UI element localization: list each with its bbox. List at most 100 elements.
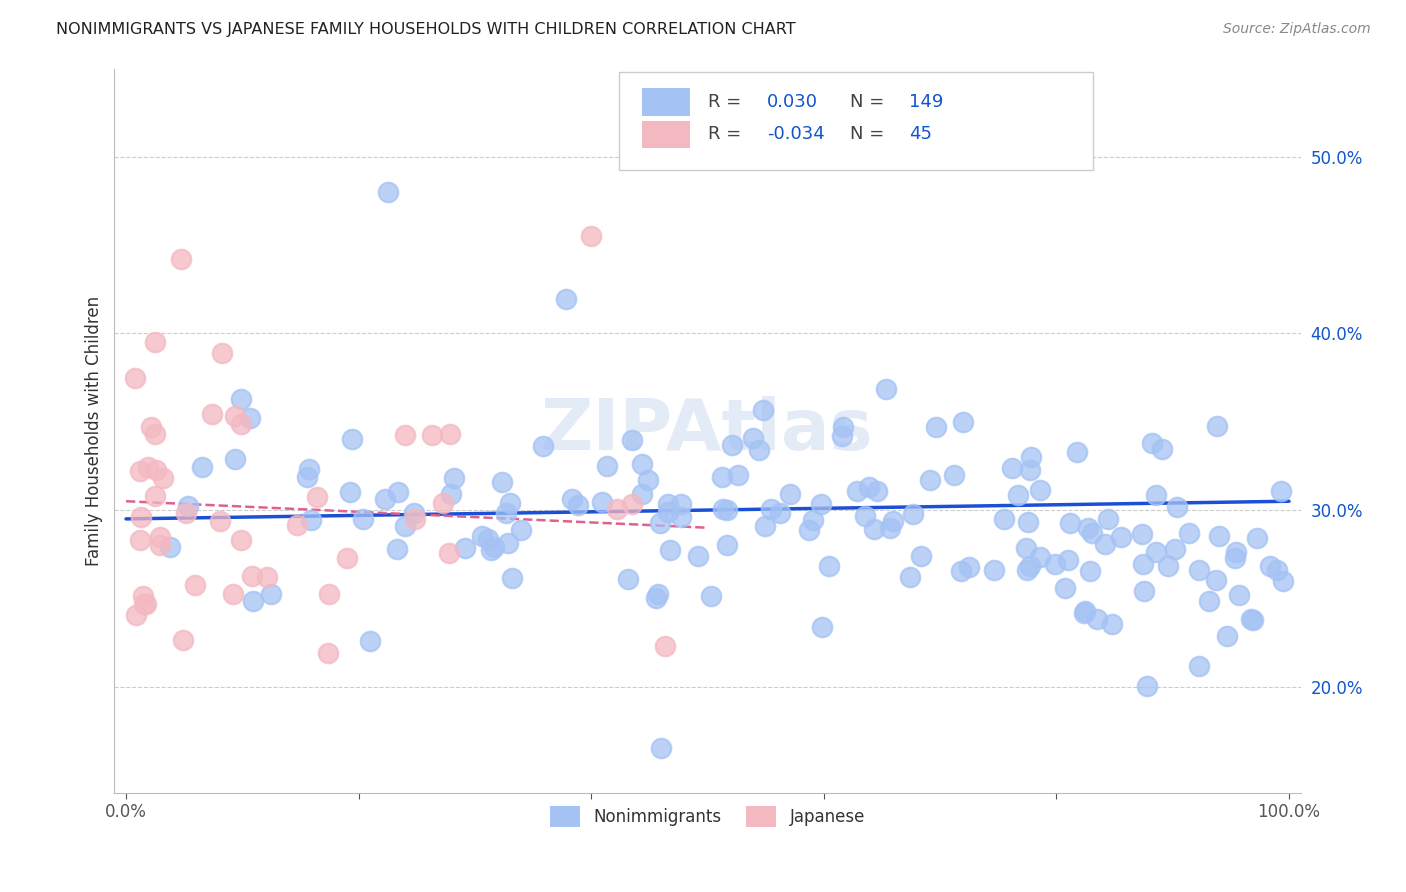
Point <box>531 439 554 453</box>
Point <box>454 541 477 555</box>
Point <box>439 427 461 442</box>
Point <box>617 572 640 586</box>
Point <box>443 471 465 485</box>
Point <box>208 514 231 528</box>
Text: NONIMMIGRANTS VS JAPANESE FAMILY HOUSEHOLDS WITH CHILDREN CORRELATION CHART: NONIMMIGRANTS VS JAPANESE FAMILY HOUSEHO… <box>56 22 796 37</box>
Text: N =: N = <box>849 93 884 111</box>
Point <box>432 496 454 510</box>
Point <box>606 501 628 516</box>
Point <box>858 480 880 494</box>
Point <box>477 533 499 547</box>
Point <box>170 252 193 266</box>
Point <box>658 543 681 558</box>
FancyBboxPatch shape <box>643 88 690 116</box>
Point <box>242 594 264 608</box>
Point <box>143 489 166 503</box>
Point <box>1140 436 1163 450</box>
Point <box>191 459 214 474</box>
Point <box>222 587 245 601</box>
Point <box>336 550 359 565</box>
Point <box>1133 584 1156 599</box>
Point <box>657 505 679 519</box>
Point <box>754 519 776 533</box>
Point <box>1205 573 1227 587</box>
Point <box>285 518 308 533</box>
Point <box>1188 563 1211 577</box>
Point <box>224 409 246 423</box>
Point <box>561 491 583 506</box>
Point <box>129 533 152 547</box>
Point <box>554 292 576 306</box>
Point <box>650 741 672 756</box>
Point <box>1130 527 1153 541</box>
Point <box>1225 545 1247 559</box>
Point <box>1144 545 1167 559</box>
Point <box>1077 521 1099 535</box>
Point <box>1001 460 1024 475</box>
Point <box>1017 515 1039 529</box>
Point <box>801 513 824 527</box>
Point <box>621 497 644 511</box>
Point <box>124 370 146 384</box>
Point <box>769 506 792 520</box>
Point <box>499 496 522 510</box>
Point <box>1078 564 1101 578</box>
Point <box>422 428 444 442</box>
Point <box>925 420 948 434</box>
Point <box>316 646 339 660</box>
Point <box>374 491 396 506</box>
Point <box>1208 528 1230 542</box>
FancyBboxPatch shape <box>619 72 1092 169</box>
Point <box>1227 588 1250 602</box>
Point <box>135 597 157 611</box>
Point <box>143 335 166 350</box>
Point <box>1164 542 1187 557</box>
Point <box>176 499 198 513</box>
Point <box>1097 512 1119 526</box>
Point <box>817 559 839 574</box>
Point <box>1157 559 1180 574</box>
Text: R =: R = <box>707 126 741 144</box>
Point <box>721 438 744 452</box>
Point <box>145 463 167 477</box>
Point <box>637 474 659 488</box>
Point <box>1019 450 1042 465</box>
Point <box>1246 532 1268 546</box>
Point <box>875 383 897 397</box>
Point <box>1059 516 1081 531</box>
Point <box>1205 419 1227 434</box>
Point <box>700 589 723 603</box>
Point <box>339 485 361 500</box>
Point <box>342 433 364 447</box>
Point <box>1272 574 1295 588</box>
Point <box>183 578 205 592</box>
Point <box>149 530 172 544</box>
Point <box>845 483 868 498</box>
Point <box>231 392 253 406</box>
Point <box>711 501 734 516</box>
Point <box>143 426 166 441</box>
Point <box>621 433 644 447</box>
Point <box>318 587 340 601</box>
Point <box>498 535 520 549</box>
Point <box>394 518 416 533</box>
Point <box>159 541 181 555</box>
Point <box>1270 483 1292 498</box>
Point <box>1073 606 1095 620</box>
Point <box>149 539 172 553</box>
Text: Source: ZipAtlas.com: Source: ZipAtlas.com <box>1223 22 1371 37</box>
Point <box>647 587 669 601</box>
Point <box>716 538 738 552</box>
Point <box>260 587 283 601</box>
Point <box>305 490 328 504</box>
Point <box>239 411 262 425</box>
Point <box>495 506 517 520</box>
Point <box>437 546 460 560</box>
Point <box>1045 557 1067 571</box>
Text: R =: R = <box>707 93 741 111</box>
Point <box>1188 659 1211 673</box>
Point <box>298 461 321 475</box>
Point <box>631 487 654 501</box>
Point <box>853 508 876 523</box>
Point <box>139 420 162 434</box>
